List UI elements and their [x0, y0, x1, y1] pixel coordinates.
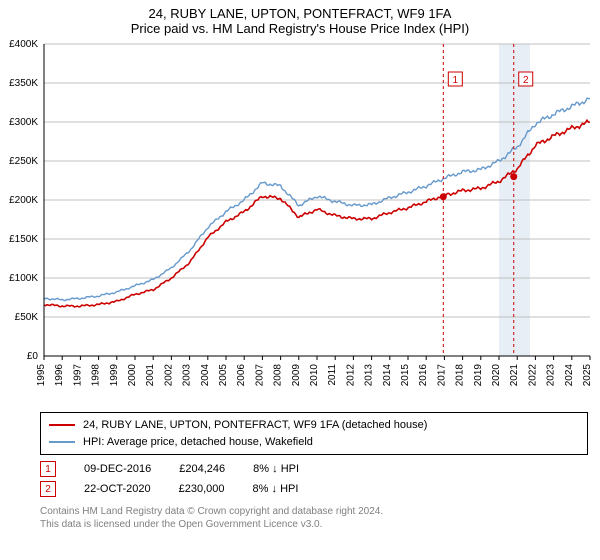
svg-text:2008: 2008 [273, 364, 284, 387]
svg-text:2015: 2015 [400, 364, 411, 387]
legend-swatch-hpi [49, 441, 75, 443]
title-main: 24, RUBY LANE, UPTON, PONTEFRACT, WF9 1F… [0, 6, 600, 21]
svg-text:2011: 2011 [327, 364, 338, 386]
svg-text:2018: 2018 [455, 364, 466, 387]
svg-text:2001: 2001 [145, 364, 156, 387]
svg-text:2012: 2012 [345, 364, 356, 387]
svg-text:2020: 2020 [491, 364, 502, 387]
footer-line-1: Contains HM Land Registry data © Crown c… [40, 505, 588, 518]
sale-row-2: 2 22-OCT-2020 £230,000 8% ↓ HPI [40, 479, 588, 499]
sale-price-2: £230,000 [179, 483, 225, 495]
svg-text:1999: 1999 [109, 364, 120, 387]
svg-text:2017: 2017 [436, 364, 447, 387]
chart-svg: £0 £50K £100K £150K £200K £250K £300K £350K £400… [0, 36, 600, 406]
svg-text:2021: 2021 [509, 364, 520, 387]
sales-table: 1 09-DEC-2016 £204,246 8% ↓ HPI 2 22-OCT… [40, 459, 588, 499]
svg-text:2000: 2000 [127, 364, 138, 387]
legend-box: 24, RUBY LANE, UPTON, PONTEFRACT, WF9 1F… [40, 412, 588, 455]
sale-price-1: £204,246 [179, 463, 225, 475]
svg-text:£200K: £200K [9, 195, 38, 206]
svg-text:£250K: £250K [9, 156, 38, 167]
svg-text:2010: 2010 [309, 364, 320, 387]
svg-text:2022: 2022 [527, 364, 538, 387]
svg-text:2007: 2007 [254, 364, 265, 387]
legend-row-hpi: HPI: Average price, detached house, Wake… [49, 434, 579, 451]
svg-text:£350K: £350K [9, 78, 38, 89]
svg-text:£400K: £400K [9, 39, 38, 50]
sale-pct-1: 8% ↓ HPI [253, 463, 299, 475]
svg-text:2004: 2004 [200, 364, 211, 387]
svg-text:£50K: £50K [15, 312, 39, 323]
footer-attribution: Contains HM Land Registry data © Crown c… [40, 505, 588, 531]
sale-date-2: 22-OCT-2020 [84, 483, 151, 495]
svg-text:2016: 2016 [418, 364, 429, 387]
svg-text:1998: 1998 [91, 364, 102, 387]
svg-text:2009: 2009 [291, 364, 302, 387]
svg-text:2019: 2019 [473, 364, 484, 387]
svg-text:£150K: £150K [9, 234, 38, 245]
svg-text:2: 2 [523, 75, 529, 86]
svg-text:1997: 1997 [72, 364, 83, 387]
legend-label-property: 24, RUBY LANE, UPTON, PONTEFRACT, WF9 1F… [83, 417, 427, 434]
svg-text:1: 1 [453, 75, 459, 86]
sale-idx-1: 1 [40, 461, 56, 477]
svg-text:£0: £0 [27, 351, 39, 362]
title-sub: Price paid vs. HM Land Registry's House … [0, 21, 600, 36]
sale-pct-2: 8% ↓ HPI [253, 483, 299, 495]
svg-text:2003: 2003 [182, 364, 193, 387]
legend-row-property: 24, RUBY LANE, UPTON, PONTEFRACT, WF9 1F… [49, 417, 579, 434]
svg-text:1995: 1995 [36, 364, 47, 387]
svg-text:2024: 2024 [564, 364, 575, 387]
sale-row-1: 1 09-DEC-2016 £204,246 8% ↓ HPI [40, 459, 588, 479]
sale-idx-2: 2 [40, 481, 56, 497]
price-chart: £0 £50K £100K £150K £200K £250K £300K £350K £400… [0, 36, 600, 406]
svg-text:£300K: £300K [9, 117, 38, 128]
svg-text:2023: 2023 [546, 364, 557, 387]
svg-text:2013: 2013 [364, 364, 375, 387]
svg-text:1996: 1996 [54, 364, 65, 387]
svg-text:2025: 2025 [582, 364, 593, 387]
svg-text:£100K: £100K [9, 273, 38, 284]
legend-swatch-property [49, 424, 75, 426]
svg-text:2002: 2002 [163, 364, 174, 387]
sale-date-1: 09-DEC-2016 [84, 463, 151, 475]
svg-text:2014: 2014 [382, 364, 393, 387]
footer-line-2: This data is licensed under the Open Gov… [40, 518, 588, 531]
svg-text:2005: 2005 [218, 364, 229, 387]
legend-label-hpi: HPI: Average price, detached house, Wake… [83, 434, 313, 451]
svg-text:2006: 2006 [236, 364, 247, 387]
title-block: 24, RUBY LANE, UPTON, PONTEFRACT, WF9 1F… [0, 0, 600, 36]
